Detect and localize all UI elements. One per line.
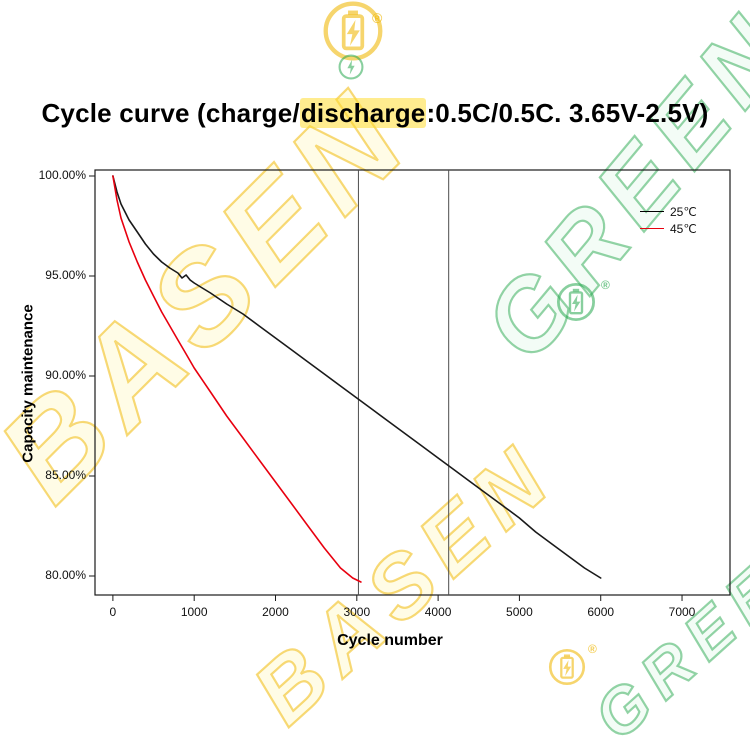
series-line-25C (112, 175, 602, 579)
plot-frame (94, 169, 731, 596)
series-line-45C (112, 175, 362, 583)
